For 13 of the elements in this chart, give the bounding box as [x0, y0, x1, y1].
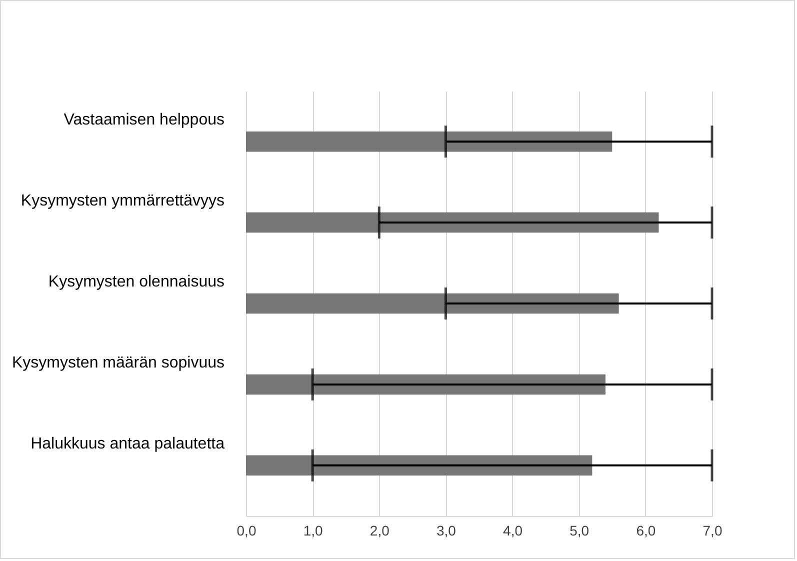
x-tick-label: 7,0	[702, 522, 722, 538]
y-tick-label: Kysymysten ymmärrettävyys	[20, 192, 224, 210]
x-tick-label: 4,0	[503, 522, 523, 538]
x-tick-label: 3,0	[436, 522, 456, 538]
y-tick-label: Kysymysten määrän sopivuus	[12, 354, 224, 372]
x-tick-label: 5,0	[570, 522, 590, 538]
x-tick-label: 2,0	[370, 522, 390, 538]
x-tick-label: 0,0	[236, 522, 256, 538]
y-tick-label: Halukkuus antaa palautetta	[30, 435, 225, 452]
y-tick-label: Kysymysten olennaisuus	[48, 274, 224, 290]
x-tick-label: 1,0	[303, 522, 324, 538]
x-tick-label: 6,0	[636, 522, 656, 538]
y-tick-label: Vastaamisen helppous	[64, 112, 224, 129]
